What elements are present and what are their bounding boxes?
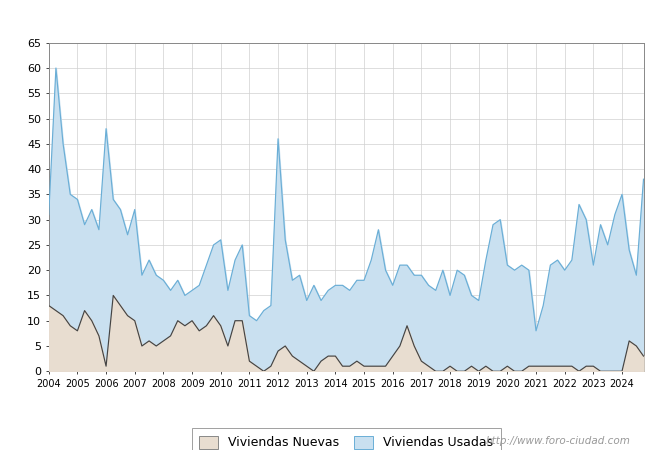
Text: http://www.foro-ciudad.com: http://www.foro-ciudad.com (486, 436, 630, 446)
Text: Fernán-Núñez - Evolucion del Nº de Transacciones Inmobiliarias: Fernán-Núñez - Evolucion del Nº de Trans… (92, 12, 558, 27)
Legend: Viviendas Nuevas, Viviendas Usadas: Viviendas Nuevas, Viviendas Usadas (192, 428, 500, 450)
